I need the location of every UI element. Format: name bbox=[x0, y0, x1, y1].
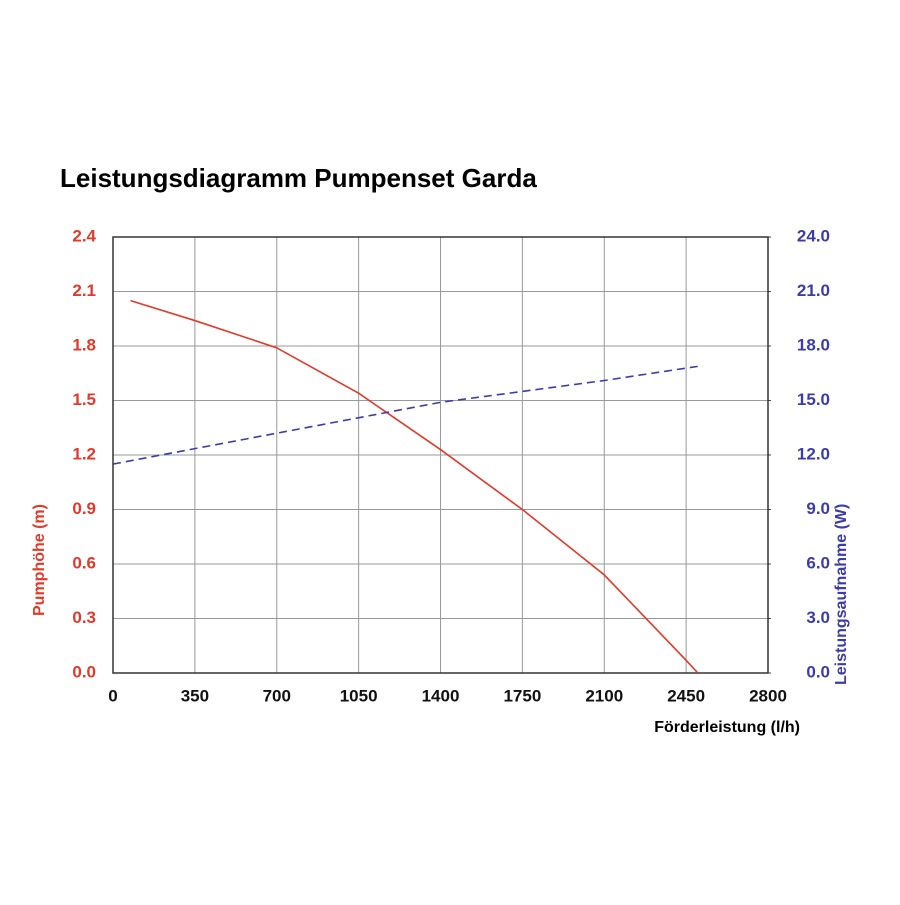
line bbox=[112, 365, 701, 465]
y-tick-label: 1.5 bbox=[72, 390, 96, 409]
x-tick-label: 2800 bbox=[749, 686, 787, 705]
x-tick-label: 700 bbox=[263, 686, 291, 705]
y-tick-label: 0.9 bbox=[72, 499, 96, 518]
y-tick-label: 2.1 bbox=[72, 281, 96, 300]
x-tick-label: 2450 bbox=[667, 686, 705, 705]
y2-tick-label: 9.0 bbox=[806, 499, 830, 518]
y-tick-label: 0.3 bbox=[72, 608, 96, 627]
y2-tick-label: 18.0 bbox=[797, 335, 830, 354]
plot-border bbox=[112, 236, 769, 674]
x-tick-label: 350 bbox=[181, 686, 209, 705]
chart-title: Leistungsdiagramm Pumpenset Garda bbox=[60, 163, 537, 193]
y-tick-label: 0.0 bbox=[72, 662, 96, 681]
y2-tick-label: 6.0 bbox=[806, 553, 830, 572]
x-tick-label: 0 bbox=[108, 686, 117, 705]
y2-tick-label: 12.0 bbox=[797, 444, 830, 463]
y2-tick-label: 15.0 bbox=[797, 390, 830, 409]
x-tick-label: 1050 bbox=[340, 686, 378, 705]
y-tick-label: 0.6 bbox=[72, 553, 96, 572]
y-axis-label: Pumphöhe (m) bbox=[31, 504, 48, 616]
y2-tick-label: 21.0 bbox=[797, 281, 830, 300]
y2-tick-label: 24.0 bbox=[797, 226, 830, 245]
y2-tick-label: 3.0 bbox=[806, 608, 830, 627]
y-tick-label: 1.8 bbox=[72, 335, 96, 354]
y-tick-label: 1.2 bbox=[72, 444, 96, 463]
y-tick-label: 2.4 bbox=[72, 226, 96, 245]
y2-tick-label: 0.0 bbox=[806, 662, 830, 681]
x-tick-label: 2100 bbox=[585, 686, 623, 705]
y2-axis-label: Leistungsaufnahme (W) bbox=[833, 504, 850, 685]
x-tick-label: 1400 bbox=[422, 686, 460, 705]
line bbox=[130, 299, 699, 674]
x-tick-label: 1750 bbox=[503, 686, 541, 705]
x-axis-label: Förderleistung (l/h) bbox=[654, 719, 800, 736]
